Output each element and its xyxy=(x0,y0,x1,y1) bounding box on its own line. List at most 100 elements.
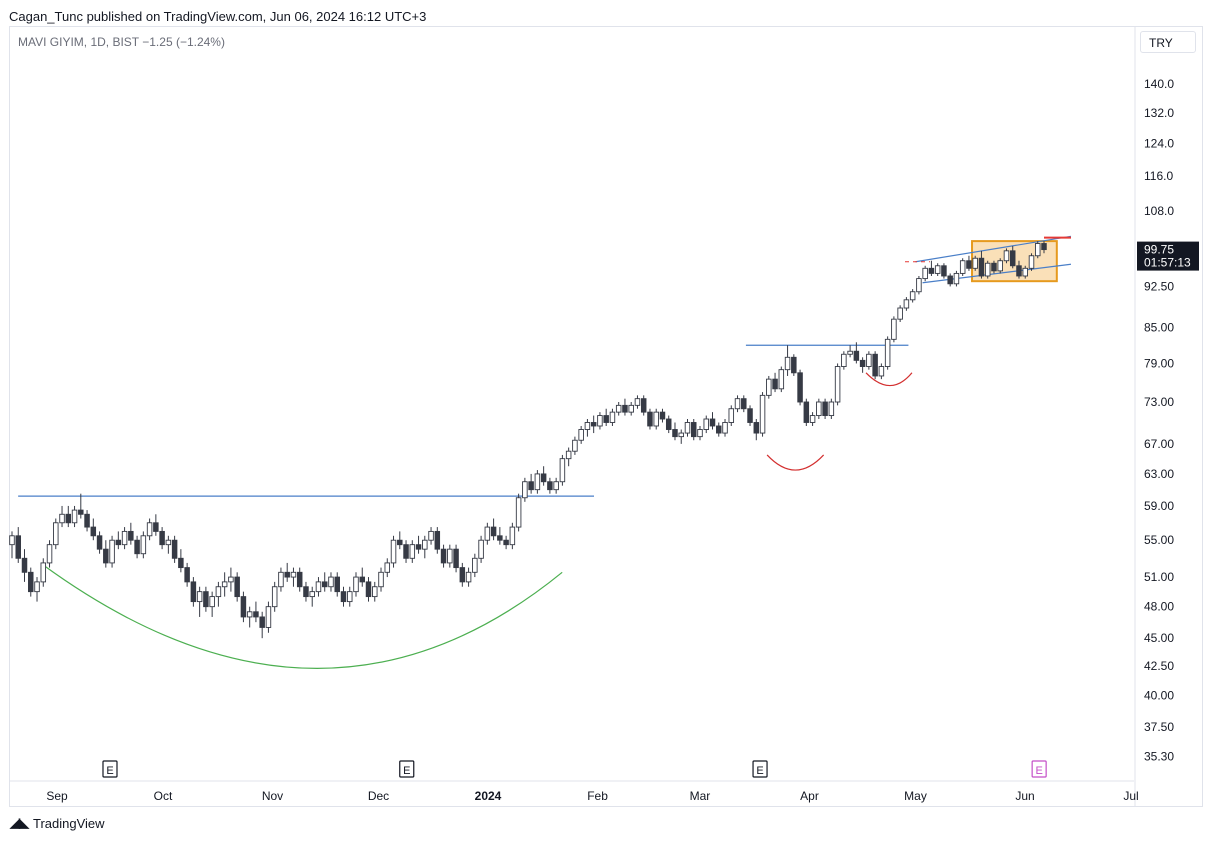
candle[interactable] xyxy=(1009,245,1016,269)
candle[interactable] xyxy=(390,535,397,568)
candle[interactable] xyxy=(259,611,265,639)
candle[interactable] xyxy=(240,591,247,623)
candle[interactable] xyxy=(791,354,797,376)
candle[interactable] xyxy=(959,258,966,276)
candle[interactable] xyxy=(922,265,928,282)
candle[interactable] xyxy=(834,363,841,406)
candle[interactable] xyxy=(947,273,953,287)
candle[interactable] xyxy=(28,567,34,597)
candle[interactable] xyxy=(34,577,40,602)
candle[interactable] xyxy=(934,263,941,276)
candle[interactable] xyxy=(803,398,810,426)
candle[interactable] xyxy=(59,505,65,528)
candle[interactable] xyxy=(515,493,522,532)
candle[interactable] xyxy=(178,549,184,573)
candle[interactable] xyxy=(447,544,453,568)
candle[interactable] xyxy=(171,535,178,563)
candle[interactable] xyxy=(21,549,28,582)
candle[interactable] xyxy=(109,535,115,568)
candle[interactable] xyxy=(734,395,741,413)
candle[interactable] xyxy=(140,531,147,559)
candle[interactable] xyxy=(1041,241,1047,254)
candle[interactable] xyxy=(221,572,228,597)
candle[interactable] xyxy=(953,270,960,287)
candle[interactable] xyxy=(209,591,215,617)
candle[interactable] xyxy=(146,518,153,541)
candle[interactable] xyxy=(647,408,653,430)
candle[interactable] xyxy=(503,535,509,550)
earnings-upcoming-icon[interactable]: E xyxy=(1031,760,1047,778)
candle[interactable] xyxy=(459,562,466,587)
candle[interactable] xyxy=(190,577,197,607)
candle[interactable] xyxy=(628,402,634,416)
candle[interactable] xyxy=(703,415,710,434)
earnings-icon[interactable]: E xyxy=(102,760,118,778)
candle[interactable] xyxy=(278,567,284,592)
candle[interactable] xyxy=(891,316,897,343)
candle[interactable] xyxy=(96,531,103,554)
candle[interactable] xyxy=(828,398,835,420)
candle[interactable] xyxy=(1028,253,1035,271)
candle[interactable] xyxy=(565,447,572,467)
candle[interactable] xyxy=(159,527,165,550)
candle[interactable] xyxy=(809,412,816,426)
candle[interactable] xyxy=(766,375,772,399)
currency-selector[interactable]: TRY xyxy=(1140,31,1196,53)
candle[interactable] xyxy=(872,351,878,380)
candle[interactable] xyxy=(884,336,891,370)
candle[interactable] xyxy=(265,601,272,633)
candle[interactable] xyxy=(228,567,234,592)
candle[interactable] xyxy=(246,606,253,628)
cup-curve[interactable] xyxy=(42,564,563,669)
candle[interactable] xyxy=(966,255,972,271)
candle[interactable] xyxy=(71,505,78,528)
candle[interactable] xyxy=(866,351,872,370)
candle[interactable] xyxy=(121,527,128,550)
candle[interactable] xyxy=(434,527,441,554)
candle[interactable] xyxy=(659,408,666,423)
candle[interactable] xyxy=(165,535,172,554)
candle[interactable] xyxy=(678,429,684,444)
candle[interactable] xyxy=(65,505,72,528)
candle[interactable] xyxy=(440,544,447,568)
trend-line[interactable] xyxy=(915,235,1072,263)
candle[interactable] xyxy=(346,586,353,607)
candle[interactable] xyxy=(741,395,747,413)
candle[interactable] xyxy=(716,422,722,437)
candle[interactable] xyxy=(315,577,322,597)
candle[interactable] xyxy=(853,342,860,364)
candle[interactable] xyxy=(353,572,359,597)
candle[interactable] xyxy=(497,527,503,545)
candle[interactable] xyxy=(465,567,472,587)
candle[interactable] xyxy=(841,351,847,370)
candle[interactable] xyxy=(941,263,947,279)
candle[interactable] xyxy=(453,544,459,573)
candle[interactable] xyxy=(1034,241,1041,259)
candle[interactable] xyxy=(778,366,785,393)
candle[interactable] xyxy=(584,419,591,437)
candle[interactable] xyxy=(528,473,534,494)
candle[interactable] xyxy=(309,586,315,607)
candle[interactable] xyxy=(478,535,484,563)
candle[interactable] xyxy=(284,562,290,582)
candle[interactable] xyxy=(403,540,409,563)
candle[interactable] xyxy=(378,567,384,592)
candle[interactable] xyxy=(490,518,497,541)
candle[interactable] xyxy=(359,567,366,587)
candle[interactable] xyxy=(115,531,122,550)
candle[interactable] xyxy=(1022,265,1028,279)
candle[interactable] xyxy=(53,518,59,550)
candle[interactable] xyxy=(572,436,578,455)
candle[interactable] xyxy=(46,540,53,568)
candle[interactable] xyxy=(709,412,716,430)
candle[interactable] xyxy=(928,260,935,276)
candle[interactable] xyxy=(321,572,328,592)
trend-line[interactable] xyxy=(922,263,1072,284)
candle[interactable] xyxy=(690,419,697,441)
candle[interactable] xyxy=(603,408,609,426)
candle[interactable] xyxy=(772,372,778,393)
candle[interactable] xyxy=(784,345,791,376)
candle[interactable] xyxy=(422,535,428,559)
candle[interactable] xyxy=(78,493,84,519)
candle[interactable] xyxy=(365,577,372,602)
